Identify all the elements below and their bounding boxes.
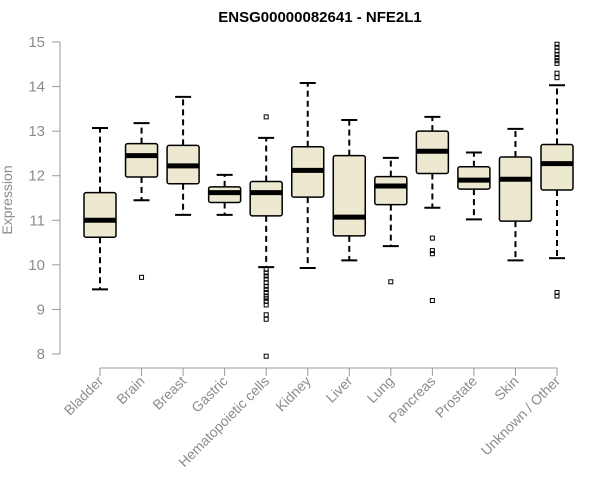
box-breast: [166, 95, 200, 216]
box-hematopoietic-cells: [249, 114, 283, 359]
y-tick-label: 15: [28, 34, 45, 51]
outlier-point: [263, 283, 269, 289]
boxes-group: [83, 41, 574, 359]
box-gastric: [207, 173, 242, 216]
box-bladder: [83, 127, 117, 291]
box-kidney: [290, 82, 325, 269]
outlier-point: [263, 270, 269, 276]
outlier-point: [429, 248, 435, 254]
y-tick-label: 14: [28, 79, 45, 96]
iqr-box: [249, 180, 283, 217]
y-axis-ticks: 8 9 10 11 12 13 14 15: [28, 34, 60, 363]
y-tick-label: 9: [37, 301, 45, 318]
x-tick-label: Lung: [364, 373, 397, 406]
x-tick-label: Liver: [323, 373, 356, 406]
outlier-point: [429, 298, 435, 304]
iqr-box: [374, 175, 408, 206]
box-skin: [498, 127, 533, 262]
y-tick-label: 13: [28, 123, 45, 140]
x-tick-label: Breast: [149, 373, 189, 413]
outlier-point: [429, 235, 435, 241]
x-tick-label: Unknown / Other: [478, 373, 564, 459]
outlier-point: [263, 295, 269, 301]
outlier-point: [263, 273, 269, 279]
outlier-point: [263, 302, 269, 308]
x-tick-label: Skin: [491, 373, 522, 404]
box-liver: [332, 119, 367, 262]
outlier-point: [263, 353, 269, 359]
outlier-point: [263, 312, 269, 318]
iqr-box: [540, 143, 574, 191]
box-pancreas: [415, 115, 450, 304]
y-tick-label: 11: [29, 212, 45, 229]
box-prostate: [457, 151, 491, 221]
y-axis-label: Expression: [0, 165, 15, 234]
iqr-box: [124, 142, 159, 178]
x-tick-label: Bladder: [61, 373, 107, 419]
chart-title: ENSG00000082641 - NFE2L1: [218, 9, 421, 26]
outlier-point: [139, 274, 145, 280]
outlier-point: [554, 55, 560, 61]
outlier-point: [554, 75, 560, 81]
outlier-point: [554, 41, 560, 47]
outlier-point: [263, 286, 269, 292]
outlier-point: [554, 70, 560, 76]
x-tick-label: Prostate: [432, 373, 480, 421]
box-brain: [124, 122, 159, 280]
outlier-point: [554, 58, 560, 64]
iqr-box: [83, 191, 117, 238]
iqr-box: [332, 154, 367, 237]
outlier-point: [388, 279, 394, 285]
y-tick-label: 10: [28, 257, 45, 274]
outlier-point: [554, 60, 560, 66]
outlier-point: [554, 293, 560, 299]
outlier-point: [263, 114, 269, 120]
x-tick-label: Kidney: [272, 373, 314, 415]
box-unknown-other: [540, 41, 574, 299]
outlier-point: [554, 51, 560, 57]
outlier-point: [263, 316, 269, 322]
outlier-point: [429, 251, 435, 257]
y-tick-label: 12: [28, 168, 45, 185]
x-tick-label: Brain: [113, 373, 147, 407]
iqr-box: [498, 156, 533, 222]
y-tick-label: 8: [37, 346, 45, 363]
box-lung: [374, 156, 408, 285]
